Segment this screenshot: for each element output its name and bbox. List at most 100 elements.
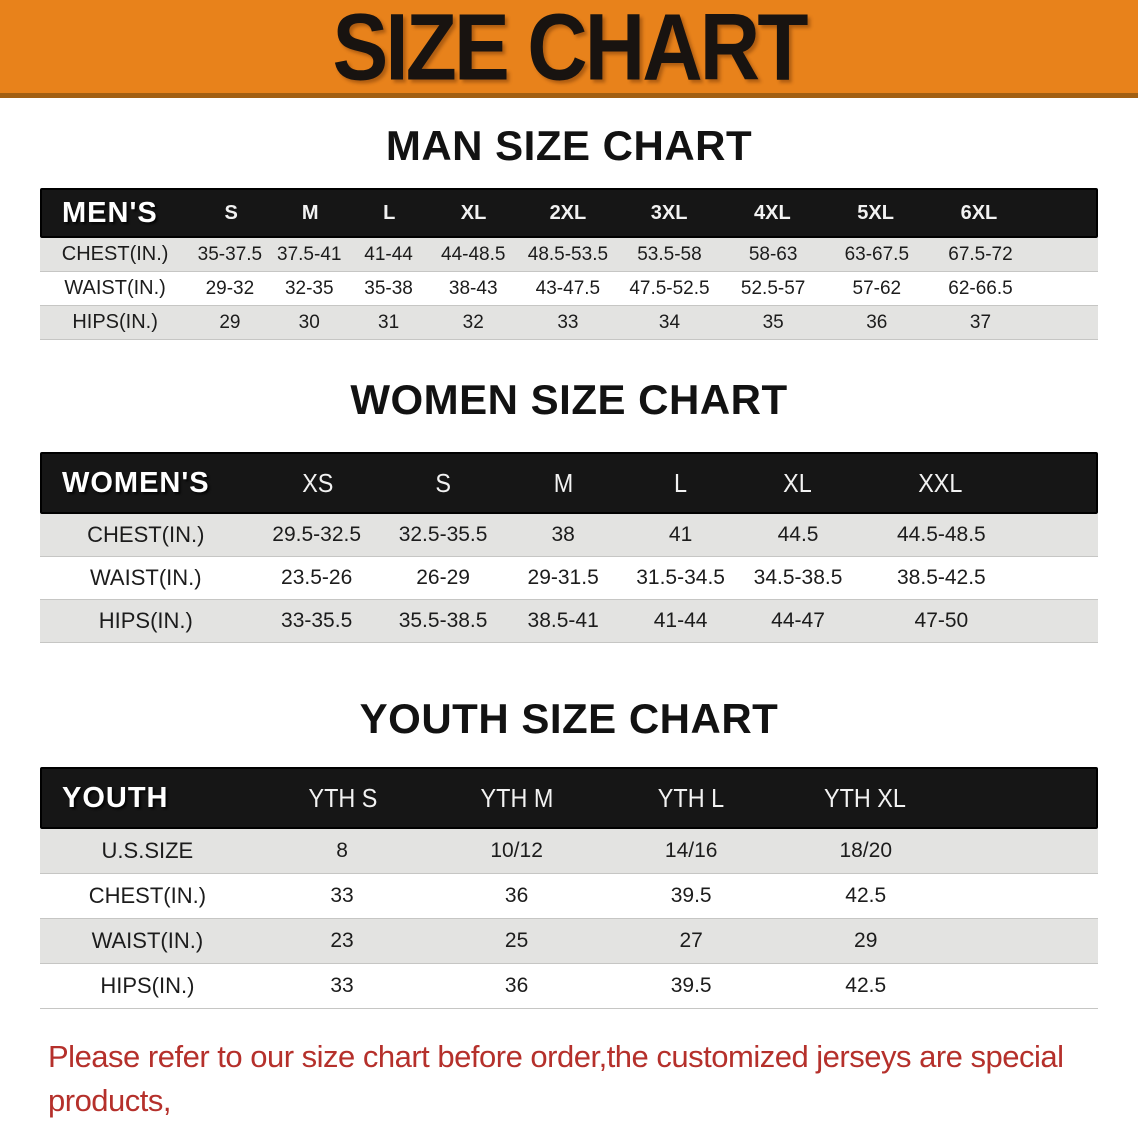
youth-size-header-1: YTH M	[480, 782, 554, 813]
disclaimer: Please refer to our size chart before or…	[0, 1035, 1138, 1132]
youth-size-table: YOUTH YTH S YTH M YTH L YTH XL U.S.SIZE 8 10/12…	[40, 767, 1098, 1009]
youth-table-row-2: WAIST(IN.) 23 25 27 29	[40, 919, 1098, 964]
men-value-1-8: 62-66.5	[948, 277, 1013, 299]
men-row-label-1: WAIST(IN.)	[64, 277, 166, 299]
women-size-header-1: S	[435, 467, 452, 498]
youth-value-1-3: 42.5	[845, 884, 887, 907]
disclaimer-line2: we don't accept cancel, change, teturn o…	[48, 1127, 1067, 1132]
women-value-1-5: 38.5-42.5	[897, 566, 986, 589]
youth-value-3-0: 33	[330, 974, 354, 997]
men-size-header-3: XL	[460, 201, 487, 224]
men-value-0-6: 58-63	[748, 243, 798, 265]
youth-table-row-0: U.S.SIZE 8 10/12 14/16 18/20	[40, 829, 1098, 874]
women-value-0-2: 38	[551, 523, 575, 546]
men-row-label-2: HIPS(IN.)	[72, 311, 158, 333]
men-table-row-2: HIPS(IN.) 29 30 31 32 33 34 35 36 37	[40, 306, 1098, 340]
women-table-header-row: WOMEN'S XS S M L XL XXL	[40, 452, 1098, 514]
men-value-2-0: 29	[219, 311, 241, 333]
youth-corner-label: YOUTH	[62, 781, 169, 814]
youth-value-1-2: 39.5	[670, 884, 712, 907]
banner: SIZE CHART	[0, 0, 1138, 99]
men-value-2-6: 35	[762, 311, 784, 333]
men-table-header-row: MEN'S S M L XL 2XL 3XL 4XL 5XL 6XL	[40, 188, 1098, 238]
women-table-row-2: HIPS(IN.) 33-35.5 35.5-38.5 38.5-41 41-44 44-…	[40, 600, 1098, 643]
men-value-0-8: 67.5-72	[948, 243, 1013, 265]
men-value-0-3: 44-48.5	[441, 243, 506, 265]
men-size-table: MEN'S S M L XL 2XL 3XL 4XL 5XL 6XL CHEST(IN.) 35-37…	[40, 188, 1098, 340]
women-value-1-3: 31.5-34.5	[636, 566, 725, 589]
men-size-header-8: 6XL	[960, 201, 998, 224]
men-size-header-5: 3XL	[650, 201, 688, 224]
men-size-header-4: 2XL	[549, 201, 587, 224]
men-value-1-2: 35-38	[364, 277, 413, 299]
women-value-1-1: 26-29	[416, 566, 470, 589]
men-value-1-1: 32-35	[284, 277, 334, 299]
youth-section-heading: YOUTH SIZE CHART	[359, 695, 779, 742]
men-value-0-7: 63-67.5	[844, 243, 910, 265]
women-table-row-1: WAIST(IN.) 23.5-26 26-29 29-31.5 31.5-34.5 34…	[40, 557, 1098, 600]
youth-row-label-3: HIPS(IN.)	[100, 973, 195, 998]
women-row-label-1: WAIST(IN.)	[89, 565, 202, 590]
men-value-0-4: 48.5-53.5	[527, 243, 609, 265]
men-value-2-8: 37	[969, 311, 992, 333]
men-value-1-6: 52.5-57	[740, 277, 806, 299]
women-value-0-5: 44.5-48.5	[897, 523, 986, 546]
men-value-0-0: 35-37.5	[197, 243, 263, 265]
men-value-2-7: 36	[866, 311, 888, 333]
youth-size-header-0: YTH S	[308, 782, 378, 813]
men-value-0-1: 37.5-41	[277, 243, 342, 265]
women-value-2-2: 38.5-41	[527, 609, 599, 632]
men-value-2-1: 30	[298, 311, 320, 333]
men-value-2-5: 34	[658, 311, 681, 333]
women-size-table: WOMEN'S XS S M L XL XXL CHEST(IN.) 29.5-32.5 32.5…	[40, 452, 1098, 643]
women-value-2-1: 35.5-38.5	[398, 609, 488, 632]
youth-value-2-2: 27	[679, 929, 703, 952]
disclaimer-line1: Please refer to our size chart before or…	[48, 1039, 1064, 1118]
women-corner-label: WOMEN'S	[62, 466, 210, 499]
men-section-heading: MAN SIZE CHART	[385, 122, 753, 169]
youth-row-label-1: CHEST(IN.)	[88, 883, 207, 908]
women-value-2-3: 41-44	[653, 609, 708, 632]
women-value-2-4: 44-47	[771, 609, 825, 632]
women-value-0-1: 32.5-35.5	[398, 523, 488, 546]
men-value-2-3: 32	[462, 311, 484, 333]
youth-value-2-0: 23	[330, 929, 354, 952]
youth-table-row-1: CHEST(IN.) 33 36 39.5 42.5	[40, 874, 1098, 919]
men-row-label-0: CHEST(IN.)	[61, 243, 169, 265]
women-value-0-4: 44.5	[777, 523, 819, 546]
women-table-row-0: CHEST(IN.) 29.5-32.5 32.5-35.5 38 41 44.5 44.5…	[40, 514, 1098, 557]
men-value-1-4: 43-47.5	[535, 277, 601, 299]
men-size-header-7: 5XL	[857, 201, 894, 224]
men-size-header-1: M	[301, 201, 319, 224]
men-value-0-2: 41-44	[364, 243, 413, 265]
men-corner-label: MEN'S	[62, 196, 158, 229]
men-table-row-1: WAIST(IN.) 29-32 32-35 35-38 38-43 43-47.5 47.…	[40, 272, 1098, 306]
youth-value-0-0: 8	[336, 839, 348, 862]
youth-value-0-1: 10/12	[490, 839, 543, 862]
banner-title: SIZE CHART	[332, 0, 808, 100]
youth-value-1-1: 36	[504, 884, 529, 907]
women-size-header-3: L	[673, 467, 687, 498]
youth-value-3-3: 42.5	[845, 974, 887, 997]
women-section-heading: WOMEN SIZE CHART	[350, 376, 788, 423]
youth-value-0-3: 18/20	[839, 839, 893, 862]
youth-size-header-3: YTH XL	[823, 782, 906, 813]
youth-row-label-2: WAIST(IN.)	[91, 928, 204, 953]
women-value-2-5: 47-50	[914, 609, 969, 632]
women-size-header-2: M	[553, 467, 573, 498]
men-value-1-5: 47.5-52.5	[629, 277, 710, 299]
men-size-header-2: L	[383, 201, 396, 224]
women-size-header-5: XXL	[917, 467, 963, 498]
youth-value-1-0: 33	[330, 884, 354, 907]
women-row-label-0: CHEST(IN.)	[87, 522, 205, 547]
youth-value-0-2: 14/16	[664, 839, 718, 862]
women-value-1-0: 23.5-26	[281, 566, 353, 589]
youth-value-2-3: 29	[854, 929, 878, 952]
women-value-1-2: 29-31.5	[527, 566, 599, 589]
women-row-label-2: HIPS(IN.)	[98, 608, 193, 633]
women-size-header-4: XL	[782, 467, 812, 498]
men-size-header-0: S	[224, 201, 238, 224]
women-value-0-3: 41	[668, 523, 693, 546]
men-table-row-0: CHEST(IN.) 35-37.5 37.5-41 41-44 44-48.5 48.5…	[40, 238, 1098, 272]
youth-table-header-row: YOUTH YTH S YTH M YTH L YTH XL	[40, 767, 1098, 829]
